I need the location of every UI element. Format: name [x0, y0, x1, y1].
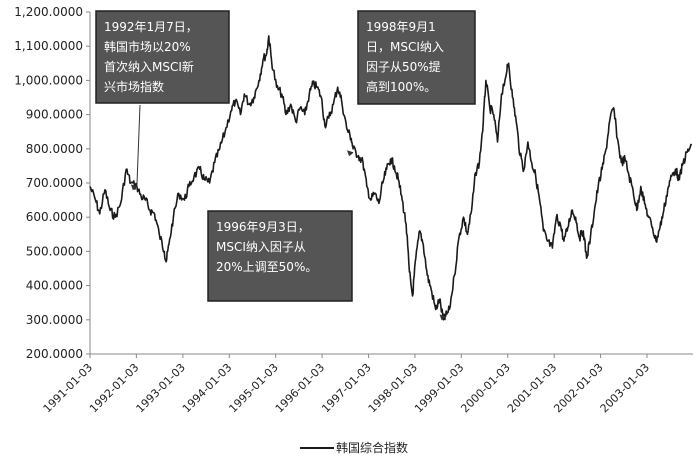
y-tick-label: 1,200.0000 — [14, 5, 83, 19]
annotation-text: 高到100%。 — [366, 79, 436, 94]
y-tick-label: 700.0000 — [26, 176, 83, 190]
series-line — [89, 35, 693, 321]
annotation-text: 1998年9月1 — [366, 20, 436, 34]
y-tick-label: 600.0000 — [26, 210, 83, 224]
annotation-text: MSCI纳入因子从 — [216, 240, 306, 254]
x-tick-label: 2003-01-03 — [598, 361, 652, 415]
annotation-text: 韩国市场以20% — [104, 39, 191, 54]
annotation-text: 1992年1月7日， — [104, 20, 198, 34]
y-tick-label: 800.0000 — [26, 142, 83, 156]
annotation-text: 兴市场指数 — [104, 79, 164, 94]
y-tick-label: 400.0000 — [26, 279, 83, 293]
annotation: 1996年9月3日， MSCI纳入因子从 20%上调至50%。 — [207, 150, 354, 302]
annotation-text: 20%上调至50%。 — [216, 260, 317, 274]
annotation-text: 1996年9月3日， — [216, 220, 310, 234]
y-tick-label: 500.0000 — [26, 244, 83, 258]
annotation-text: 日，MSCI纳入 — [366, 40, 444, 54]
annotation-arrowhead — [130, 184, 137, 191]
series-layer — [89, 35, 693, 321]
annotation-text: 首次纳入MSCI新 — [104, 59, 194, 74]
y-tick-label: 1,000.0000 — [14, 73, 83, 87]
annotation-box — [207, 210, 353, 302]
annotation-arrowhead — [439, 314, 446, 321]
legend-label: 韩国综合指数 — [336, 440, 408, 455]
y-axis: 200.0000 300.0000 400.0000 500.0000 600.0000… — [14, 5, 91, 361]
annotation-text: 因子从50%提 — [366, 59, 441, 74]
y-tick-label: 200.0000 — [26, 347, 83, 361]
annotation-leader — [136, 104, 141, 187]
y-tick-label: 300.0000 — [26, 313, 83, 327]
annotation-box — [95, 10, 230, 104]
annotation-leader — [443, 316, 446, 319]
legend: 韩国综合指数 — [300, 440, 408, 455]
annotation-box — [357, 10, 476, 105]
x-axis: 1991-01-031992-01-031993-01-031994-01-03… — [41, 353, 693, 415]
y-tick-label: 900.0000 — [26, 108, 83, 122]
annotation-arrowhead — [347, 150, 354, 157]
y-tick-label: 1,100.0000 — [14, 39, 83, 53]
